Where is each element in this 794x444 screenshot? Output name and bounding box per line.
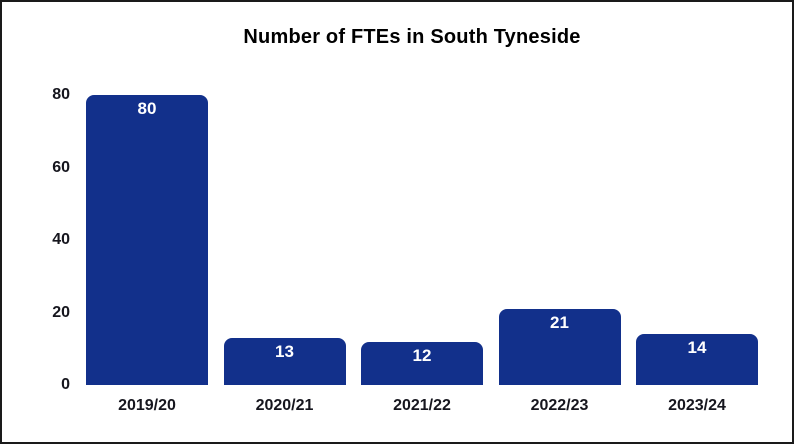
bar-2021-22: 12 <box>361 341 483 385</box>
x-axis-label: 2021/22 <box>393 397 451 414</box>
y-tick-label: 40 <box>52 231 70 248</box>
bar-2022-23: 21 <box>498 308 621 385</box>
y-tick-label: 80 <box>52 86 70 103</box>
bar-value-label: 14 <box>687 338 707 358</box>
x-axis-label: 2022/23 <box>530 397 589 414</box>
x-axis-label: 2020/21 <box>255 397 314 414</box>
bar-2020-21: 13 <box>223 337 346 385</box>
y-tick-label: 60 <box>52 158 70 176</box>
bar-value-label: 21 <box>550 312 569 332</box>
bar-2023-24: 14 <box>636 334 758 385</box>
y-tick-label: 0 <box>61 376 70 393</box>
y-tick-label: 20 <box>52 303 70 321</box>
bar-value-label: 13 <box>275 341 294 361</box>
x-axis-label: 2019/20 <box>118 397 176 414</box>
chart-title: Number of FTEs in South Tyneside <box>243 26 581 48</box>
x-axis-label: 2023/24 <box>668 397 726 414</box>
bar-value-label: 12 <box>412 345 432 365</box>
bar-value-label: 80 <box>137 99 157 118</box>
bar-2019-20: 80 <box>86 95 208 385</box>
